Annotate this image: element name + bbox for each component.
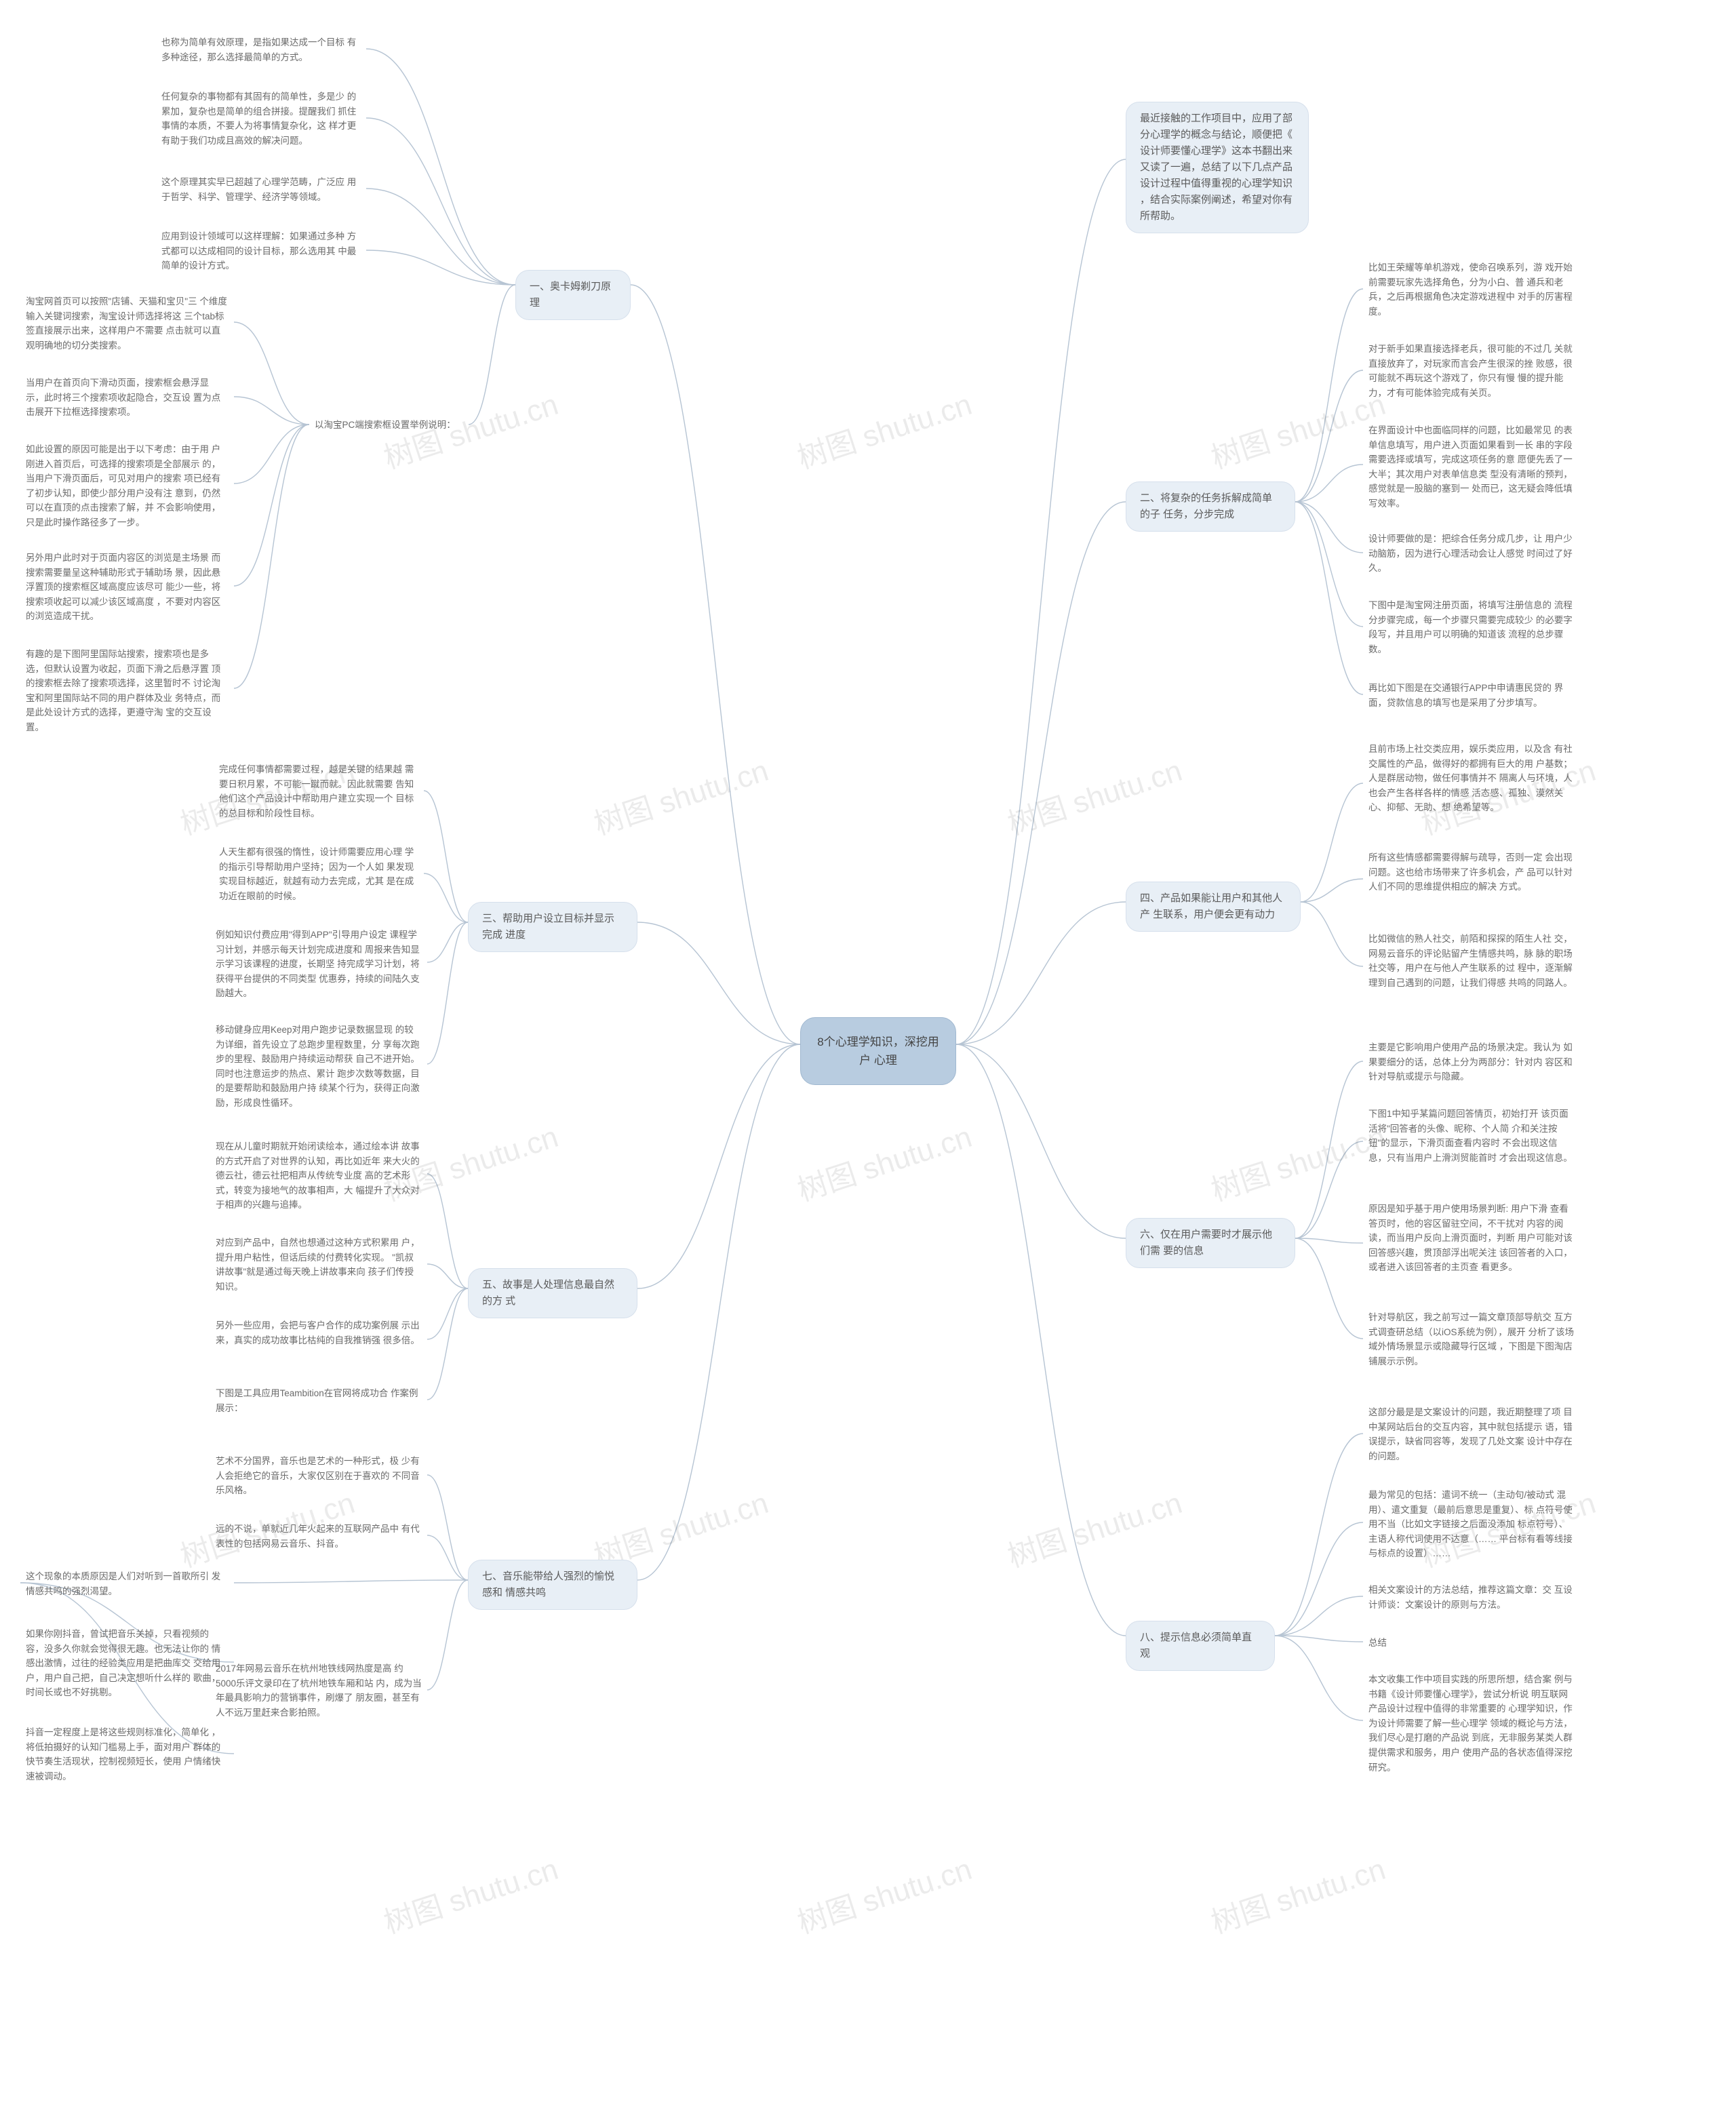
branch-b8: 八、提示信息必须简单直观 <box>1126 1621 1275 1671</box>
leaf-b8-4: 本文收集工作中项目实践的所思所想，结合案 例与书籍《设计师要懂心理学》，尝试分析… <box>1363 1670 1580 1777</box>
leaf-b4-0: 且前市场上社交类应用，娱乐类应用，以及含 有社交属性的产品，做得好的都拥有巨大的… <box>1363 739 1580 818</box>
leaf-b3-1: 人天生都有很强的惰性，设计师需要应用心理 学的指示引导帮助用户坚持；因为一个人如… <box>214 842 424 906</box>
leaf-b7-2: 这个现象的本质原因是人们对听到一首歌所引 发情感共鸣的强烈渴望。 <box>20 1566 234 1601</box>
leaf-b3-3: 移动健身应用Keep对用户跑步记录数据显现 的较为详细，首先设立了总跑步里程数里… <box>210 1020 427 1113</box>
leaf-b1-2: 这个原理其实早已超越了心理学范畴，广泛应 用于哲学、科学、管理学、经济学等领域。 <box>156 172 366 207</box>
leaf-b1-4-1: 当用户在首页向下滑动页面，搜索框会悬浮显 示，此时将三个搜索项收起隐合，交互设 … <box>20 373 234 422</box>
branch-b4: 四、产品如果能让用户和其他人产 生联系，用户便会更有动力 <box>1126 882 1301 932</box>
watermark: 树图 shutu.cn <box>378 1845 563 1942</box>
leaf-b6-0: 主要是它影响用户使用产品的场景决定。我认为 如果要细分的话，总体上分为两部分：针… <box>1363 1038 1580 1087</box>
leaf-b6-2: 原因是知乎基于用户使用场景判断: 用户下滑 查看答页时，他的容区留驻空间，不干扰… <box>1363 1199 1580 1278</box>
leaf-b5-2: 另外一些应用，会把与客户合作的成功案例展 示出来，真实的成功故事比枯纯的自我推销… <box>210 1316 427 1350</box>
leaf-b6-3: 针对导航区，我之前写过一篇文章顶部导航交 互方式调查研总结（以iOS系统为例），… <box>1363 1307 1580 1371</box>
watermark: 树图 shutu.cn <box>1205 380 1390 477</box>
leaf-b1-0: 也称为简单有效原理，是指如果达成一个目标 有多种途径，那么选择最简单的方式。 <box>156 33 366 67</box>
leaf-b3-2: 例如知识付费应用"得到APP"引导用户设定 课程学习计划，并感示每天计划完成进度… <box>210 925 427 1004</box>
leaf-b8-3: 总结 <box>1363 1633 1404 1653</box>
watermark: 树图 shutu.cn <box>1002 746 1187 843</box>
leaf-b7-0: 艺术不分国界，音乐也是艺术的一种形式，极 少有人会拒绝它的音乐，大家仅区别在于喜… <box>210 1451 427 1501</box>
branch-intro: 最近接触的工作项目中，应用了部 分心理学的概念与结论，顺便把《 设计师要懂心理学… <box>1126 102 1309 233</box>
branch-b7: 七、音乐能带给人强烈的愉悦感和 情感共鸣 <box>468 1560 637 1610</box>
leaf-b1-4-0: 淘宝网首页可以按照"店铺、天猫和宝贝"三 个维度输入关键词搜索，淘宝设计师选择将… <box>20 292 234 355</box>
leaf-b2-5: 再比如下图是在交通银行APP中申请惠民贷的 界面，贷款信息的填写也是采用了分步填… <box>1363 678 1580 713</box>
leaf-b7-2-0: 如果你刚抖音，曾试把音乐关掉，只看视频的 容，没多久你就会觉得很无趣。也无法让你… <box>20 1624 234 1703</box>
leaf-b3-0: 完成任何事情都需要过程，越是关键的结果越 需要日积月累，不可能一蹴而就。因此就需… <box>214 760 424 823</box>
leaf-b2-4: 下图中是淘宝网注册页面，将填写注册信息的 流程分步骤完成，每一个步骤只需要完成较… <box>1363 595 1580 659</box>
leaf-b1-1: 任何复杂的事物都有其固有的简单性，多是少 的累加，复杂也是简单的组合拼接。提醒我… <box>156 87 366 151</box>
watermark: 树图 shutu.cn <box>791 1112 976 1209</box>
leaf-b8-2: 相关文案设计的方法总结，推荐这篇文章：交 互设计师谈：文案设计的原则与方法。 <box>1363 1580 1580 1615</box>
leaf-b7-3: 2017年网易云音乐在杭州地铁线网热度是高 约5000乐评文录印在了杭州地铁车厢… <box>210 1659 427 1722</box>
leaf-b5-1: 对应到产品中，自然也想通过这种方式积累用 户，提升用户粘性，但话后续的付费转化实… <box>210 1233 427 1297</box>
watermark: 树图 shutu.cn <box>1205 1112 1390 1209</box>
leaf-b2-3: 设计师要做的是：把综合任务分成几步，让 用户少动脑筋，因为进行心理活动会让人感觉… <box>1363 529 1580 578</box>
leaf-b1-4-3: 另外用户此时对于页面内容区的浏览是主场景 而搜索需要量呈这种辅助形式于辅助场 景… <box>20 548 234 627</box>
leaf-b6-1: 下图1中知乎某篇问题回答情页，初始打开 该页面活将"回答者的头像、昵称、个人简 … <box>1363 1104 1580 1168</box>
leaf-b8-0: 这部分最是是文案设计的问题，我近期整理了项 目中某网站后台的交互内容，其中就包括… <box>1363 1402 1580 1466</box>
leaf-b4-2: 比如微信的熟人社交，前陌和探探的陌生人社 交，网易云音乐的评论贴留产生情感共鸣，… <box>1363 929 1580 993</box>
watermark: 树图 shutu.cn <box>588 746 773 843</box>
leaf-b1-3: 应用到设计领域可以这样理解：如果通过多种 方式都可以达成相同的设计目标，那么选用… <box>156 226 366 276</box>
branch-b1: 一、奥卡姆剃刀原理 <box>515 270 631 320</box>
branch-b5: 五、故事是人处理信息最自然的方 式 <box>468 1268 637 1318</box>
branch-b2: 二、将复杂的任务拆解成简单的子 任务，分步完成 <box>1126 481 1295 532</box>
leaf-b2-1: 对于新手如果直接选择老兵，很可能的不过几 关就直接放弃了，对玩家而言会产生很深的… <box>1363 339 1580 403</box>
root-node: 8个心理学知识，深挖用户 心理 <box>800 1017 956 1085</box>
leaf-b2-0: 比如王荣耀等单机游戏，使命召唤系列，游 戏开始前需要玩家先选择角色，分为小白、普… <box>1363 258 1580 321</box>
watermark: 树图 shutu.cn <box>791 1845 976 1942</box>
leaf-b7-1: 远的不说，单就近几年火起来的互联网产品中 有代表性的包括网易云音乐、抖音。 <box>210 1519 427 1554</box>
leaf-b1-4: 以淘宝PC端搜索框设置举例说明： <box>309 415 469 435</box>
watermark: 树图 shutu.cn <box>1002 1478 1187 1575</box>
leaf-b2-2: 在界面设计中也面临同样的问题，比如最常见 的表单信息填写，用户进入页面如果看到一… <box>1363 420 1580 514</box>
leaf-b8-1: 最为常见的包括：遣词不统一（主动句/被动式 混用）、遣文重复（最前后意思是重复）… <box>1363 1485 1580 1564</box>
leaf-b1-4-2: 如此设置的原因可能是出于以下考虑：由于用 户刚进入首页后，可选择的搜索项是全部展… <box>20 439 234 533</box>
leaf-b5-3: 下图是工具应用Teambition在官网将成功合 作案例展示： <box>210 1383 427 1418</box>
watermark: 树图 shutu.cn <box>791 380 976 477</box>
watermark: 树图 shutu.cn <box>1205 1845 1390 1942</box>
leaf-b4-1: 所有这些情感都需要得解与疏导，否则一定 会出现问题。这也给市场带来了许多机会，产… <box>1363 848 1580 897</box>
branch-b3: 三、帮助用户设立目标并显示完成 进度 <box>468 902 637 952</box>
leaf-b5-0: 现在从儿童时期就开始闭读绘本，通过绘本讲 故事的方式开启了对世界的认知，再比如近… <box>210 1137 427 1215</box>
leaf-b1-4-4: 有趣的是下图阿里国际站搜索，搜索项也是多 选，但默认设置为收起，页面下滑之后悬浮… <box>20 644 234 738</box>
branch-b6: 六、仅在用户需要时才展示他们需 要的信息 <box>1126 1218 1295 1268</box>
leaf-b7-2-1: 抖音一定程度上是将这些规则标准化，简单化 ，将低拍摄好的认知门槛易上手，面对用户… <box>20 1722 234 1786</box>
